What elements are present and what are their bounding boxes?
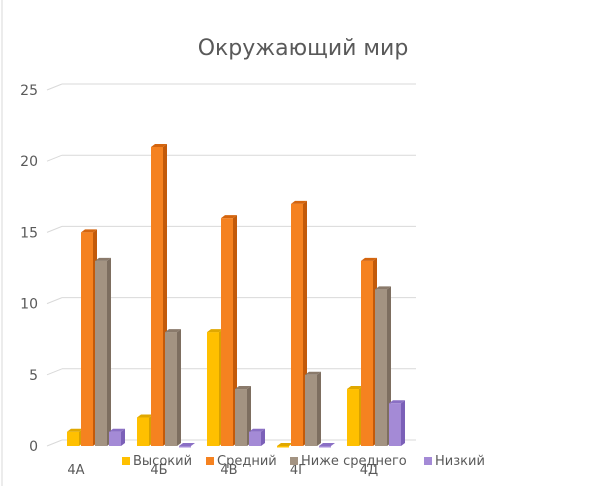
y-tick-label: 20 — [20, 154, 38, 170]
bar — [137, 417, 149, 446]
bar-top — [235, 386, 251, 390]
y-tick-label: 0 — [29, 439, 38, 455]
legend-label: Низкий — [435, 454, 485, 469]
bar-top — [361, 257, 377, 261]
legend-label: Ниже среднего — [301, 454, 407, 469]
bar-top — [151, 143, 167, 147]
bar-top — [277, 443, 293, 446]
bar — [291, 203, 303, 446]
bar-top — [291, 200, 307, 204]
bar — [347, 389, 359, 446]
legend: Высокий Средний Ниже среднего Низкий — [122, 454, 485, 469]
bar — [81, 232, 93, 446]
bar — [319, 446, 331, 448]
bar — [67, 431, 79, 446]
bar — [221, 218, 233, 446]
bar-top — [137, 414, 153, 418]
gridline-slant — [46, 154, 63, 162]
x-tick-label: 4Б — [150, 463, 167, 478]
x-tick-label: 4В — [220, 463, 237, 478]
bar — [375, 289, 387, 446]
bar — [277, 446, 289, 448]
bar-top — [179, 443, 195, 446]
bar — [235, 389, 247, 446]
bar-side — [317, 371, 321, 446]
bar — [151, 146, 163, 446]
gridline-slant — [46, 439, 63, 447]
bar — [305, 374, 317, 446]
bar — [179, 446, 191, 448]
bar — [165, 332, 177, 446]
bar — [389, 403, 401, 446]
bar-top — [109, 428, 125, 432]
chart-title: Окружающий мир — [198, 36, 409, 61]
bar-top — [165, 329, 181, 333]
bar-top — [375, 286, 391, 290]
bar — [109, 431, 121, 446]
bar-side — [107, 257, 111, 446]
y-tick-label: 5 — [29, 368, 38, 384]
gridline-slant — [46, 83, 63, 91]
legend-label: Средний — [217, 454, 277, 469]
legend-swatch — [290, 457, 298, 465]
legend-label: Высокий — [133, 454, 192, 469]
legend-swatch — [122, 457, 130, 465]
axis-layer: 0 5 10 15 20 25 4А 4Б 4В 4Г 4Д — [20, 83, 378, 478]
y-tick-label: 15 — [20, 225, 38, 241]
bar-top — [207, 329, 223, 333]
bar-side — [121, 428, 125, 446]
bar-top — [221, 215, 237, 219]
bar — [361, 260, 373, 446]
bar-layer — [67, 143, 405, 448]
legend-swatch — [424, 457, 432, 465]
x-tick-label: 4А — [67, 463, 84, 478]
bar-top — [389, 400, 405, 404]
bar-top — [319, 443, 335, 446]
bar-side — [261, 428, 265, 446]
y-tick-label: 25 — [20, 83, 38, 99]
bar-side — [177, 329, 181, 446]
bar-top — [347, 386, 363, 390]
gridline-slant — [46, 297, 63, 305]
gridline-slant — [46, 368, 63, 376]
x-tick-label: 4Д — [360, 463, 378, 478]
bar-top — [249, 428, 265, 432]
gridline-slant — [46, 225, 63, 233]
legend-swatch — [206, 457, 214, 465]
bar-top — [67, 428, 83, 432]
x-tick-label: 4Г — [290, 463, 306, 478]
bar-top — [95, 257, 111, 261]
bar-top — [81, 229, 97, 233]
bar — [249, 431, 261, 446]
y-tick-label: 10 — [20, 297, 38, 313]
bar — [95, 260, 107, 446]
bar — [207, 332, 219, 446]
bar-side — [401, 400, 405, 446]
bar-top — [305, 371, 321, 375]
